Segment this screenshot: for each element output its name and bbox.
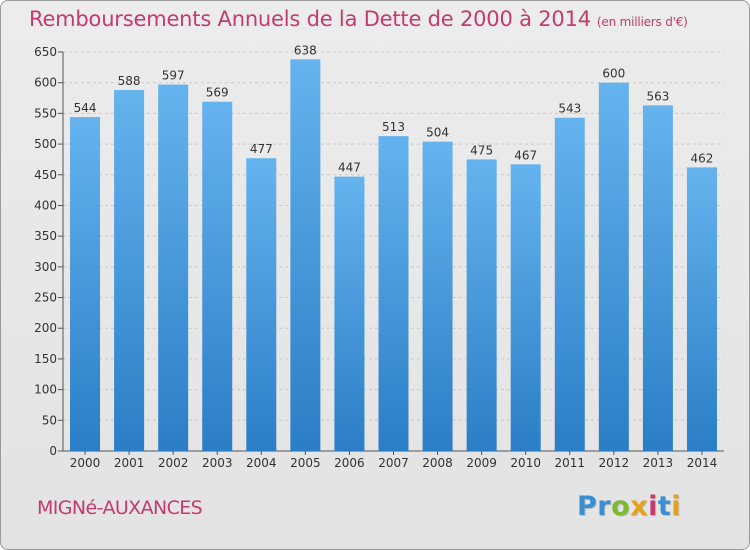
y-tick-label: 200 — [34, 321, 57, 335]
y-tick-label: 650 — [34, 45, 57, 59]
bar — [378, 136, 409, 451]
bar-value-label: 544 — [74, 101, 97, 115]
bar — [246, 158, 277, 452]
y-tick-label: 100 — [34, 383, 57, 397]
y-tick-label: 500 — [34, 137, 57, 151]
logo-letter: o — [611, 491, 631, 522]
x-tick-label: 2004 — [246, 456, 277, 470]
y-tick-label: 450 — [34, 168, 57, 182]
bar — [334, 176, 365, 451]
bar-value-label: 563 — [646, 89, 669, 103]
logo-letter: x — [630, 491, 649, 522]
bar-value-label: 447 — [338, 161, 361, 175]
y-tick-label: 550 — [34, 106, 57, 120]
bar-value-label: 569 — [206, 86, 229, 100]
bar — [202, 101, 233, 452]
x-tick-label: 2011 — [554, 456, 585, 470]
bar — [70, 117, 101, 452]
bar — [158, 84, 189, 451]
y-tick-label: 600 — [34, 76, 57, 90]
bar — [510, 164, 541, 451]
bar-value-label: 467 — [514, 148, 537, 162]
bar — [554, 117, 585, 451]
bar-value-label: 475 — [470, 143, 493, 157]
x-tick-label: 2001 — [114, 456, 145, 470]
title-text: Remboursements Annuels de la Dette de 20… — [29, 7, 591, 31]
y-tick-label: 50 — [42, 413, 57, 427]
x-tick-label: 2003 — [202, 456, 233, 470]
bar — [290, 59, 321, 452]
bar-value-label: 462 — [691, 151, 714, 165]
bar-value-label: 513 — [382, 120, 405, 134]
x-tick-label: 2012 — [599, 456, 630, 470]
y-tick-label: 300 — [34, 260, 57, 274]
x-tick-label: 2008 — [422, 456, 453, 470]
bar-value-label: 600 — [602, 67, 625, 81]
town-name: MIGNé-AUXANCES — [37, 497, 203, 519]
x-tick-label: 2000 — [70, 456, 101, 470]
bar — [642, 105, 673, 452]
x-tick-label: 2007 — [378, 456, 409, 470]
y-tick-label: 400 — [34, 198, 57, 212]
x-tick-label: 2009 — [466, 456, 497, 470]
y-tick-label: 350 — [34, 229, 57, 243]
bar — [422, 141, 453, 452]
x-tick-label: 2002 — [158, 456, 189, 470]
bar-value-label: 588 — [118, 74, 141, 88]
logo-letter: t — [657, 491, 672, 522]
logo-letter: i — [648, 491, 658, 522]
bar-value-label: 477 — [250, 142, 273, 156]
logo-letter: i — [671, 491, 682, 522]
chart-subtitle: (en milliers d'€) — [596, 15, 688, 29]
y-tick-label: 250 — [34, 291, 57, 305]
bar — [466, 159, 497, 451]
logo-letter: P — [577, 491, 598, 522]
x-tick-label: 2014 — [687, 456, 718, 470]
x-tick-label: 2006 — [334, 456, 365, 470]
logo-letter: r — [597, 491, 612, 522]
bar-value-label: 638 — [294, 43, 317, 57]
bar — [114, 90, 145, 451]
y-tick-label: 0 — [49, 444, 57, 458]
proxiti-logo: Proxiti — [577, 491, 681, 522]
y-tick-label: 150 — [34, 352, 57, 366]
bar-value-label: 504 — [426, 126, 449, 140]
bar — [598, 82, 629, 451]
bar-value-label: 543 — [558, 102, 581, 116]
x-tick-label: 2013 — [643, 456, 674, 470]
x-tick-label: 2005 — [290, 456, 321, 470]
x-tick-label: 2010 — [510, 456, 541, 470]
bar — [686, 167, 717, 451]
bar-value-label: 597 — [162, 69, 185, 83]
chart-title: Remboursements Annuels de la Dette de 20… — [29, 7, 688, 31]
